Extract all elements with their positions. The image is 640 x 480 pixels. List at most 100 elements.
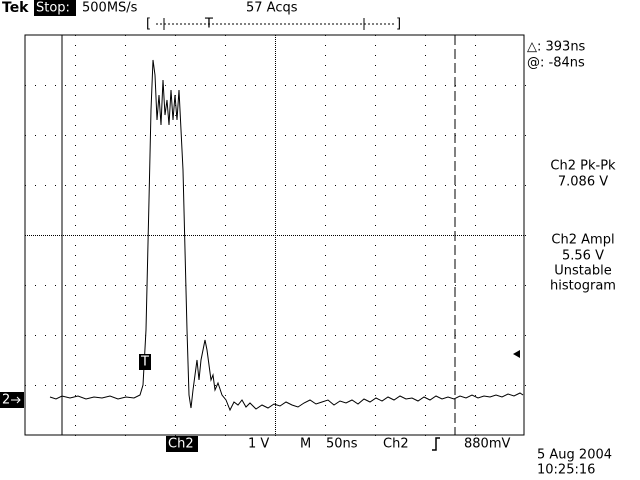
- graticule-dot: [455, 285, 456, 286]
- graticule-dot: [375, 95, 376, 96]
- graticule-dot: [275, 243, 276, 244]
- graticule-dot: [243, 235, 244, 236]
- graticule-dot: [235, 235, 236, 236]
- graticule-dot: [75, 205, 76, 206]
- graticule-dot: [285, 335, 286, 336]
- graticule-dot: [475, 275, 476, 276]
- graticule-dot: [375, 405, 376, 406]
- graticule-dot: [475, 225, 476, 226]
- graticule-dot: [375, 365, 376, 366]
- graticule-dot: [275, 221, 276, 222]
- graticule-dot: [155, 385, 156, 386]
- graticule-dot: [145, 285, 146, 286]
- graticule-dot: [395, 385, 396, 386]
- graticule-dot: [223, 235, 224, 236]
- graticule-dot: [515, 85, 516, 86]
- graticule-dot: [275, 45, 276, 46]
- graticule-dot: [45, 335, 46, 336]
- graticule-dot: [115, 335, 116, 336]
- graticule-dot: [225, 245, 226, 246]
- graticule-dot: [275, 169, 276, 170]
- graticule-dot: [235, 385, 236, 386]
- graticule-dot: [197, 235, 198, 236]
- graticule-dot: [177, 235, 178, 236]
- graticule-dot: [75, 315, 76, 316]
- graticule-dot: [275, 329, 276, 330]
- graticule-dot: [215, 85, 216, 86]
- graticule-dot: [425, 235, 426, 236]
- graticule-dot: [525, 335, 526, 336]
- graticule-dot: [225, 225, 226, 226]
- graticule-dot: [485, 335, 486, 336]
- graticule-dot: [275, 425, 276, 426]
- graticule-dot: [135, 235, 136, 236]
- graticule-dot: [275, 131, 276, 132]
- graticule-dot: [125, 215, 126, 216]
- graticule-dot: [125, 385, 126, 386]
- graticule-dot: [149, 235, 150, 236]
- graticule-dot: [275, 143, 276, 144]
- graticule-dot: [247, 235, 248, 236]
- graticule-dot: [359, 235, 360, 236]
- graticule-dot: [275, 115, 276, 116]
- graticule-dot: [219, 235, 220, 236]
- graticule-dot: [93, 235, 94, 236]
- graticule-dot: [123, 235, 124, 236]
- graticule-dot: [275, 85, 276, 86]
- graticule-dot: [79, 235, 80, 236]
- graticule-dot: [275, 67, 276, 68]
- graticule-dot: [275, 367, 276, 368]
- graticule-dot: [105, 235, 106, 236]
- graticule-dot: [205, 185, 206, 186]
- graticule-dot: [313, 235, 314, 236]
- graticule-dot: [405, 385, 406, 386]
- graticule-dot: [85, 135, 86, 136]
- graticule-dot: [275, 281, 276, 282]
- graticule-dot: [275, 49, 276, 50]
- graticule-dot: [453, 235, 454, 236]
- graticule-dot: [275, 179, 276, 180]
- graticule-dot: [275, 241, 276, 242]
- graticule-dot: [139, 235, 140, 236]
- graticule-dot: [345, 235, 346, 236]
- graticule-dot: [275, 113, 276, 114]
- graticule-dot: [275, 423, 276, 424]
- graticule-dot: [275, 297, 276, 298]
- graticule-dot: [377, 235, 378, 236]
- graticule-dot: [131, 235, 132, 236]
- graticule-dot: [475, 65, 476, 66]
- graticule-dot: [175, 255, 176, 256]
- graticule-dot: [435, 285, 436, 286]
- graticule-dot: [35, 285, 36, 286]
- graticule-dot: [275, 121, 276, 122]
- graticule-dot: [69, 235, 70, 236]
- graticule-dot: [125, 225, 126, 226]
- graticule-dot: [85, 335, 86, 336]
- channel-box: [166, 436, 198, 452]
- ampl-label: Ch2 Ampl: [551, 233, 614, 248]
- graticule-dot: [345, 135, 346, 136]
- graticule-dot: [145, 185, 146, 186]
- graticule-dot: [53, 235, 54, 236]
- graticule-dot: [185, 185, 186, 186]
- graticule-dot: [175, 435, 176, 436]
- graticule-dot: [471, 235, 472, 236]
- brand: Tek: [2, 0, 29, 16]
- graticule-dot: [395, 135, 396, 136]
- graticule-dot: [375, 325, 376, 326]
- graticule-dot: [311, 235, 312, 236]
- graticule-dot: [225, 275, 226, 276]
- graticule-dot: [275, 347, 276, 348]
- graticule-dot: [425, 125, 426, 126]
- graticule-dot: [375, 265, 376, 266]
- graticule-dot: [325, 45, 326, 46]
- graticule-dot: [75, 285, 76, 286]
- graticule-dot: [275, 211, 276, 212]
- graticule-dot: [375, 175, 376, 176]
- graticule-dot: [195, 285, 196, 286]
- graticule-dot: [141, 235, 142, 236]
- graticule-dot: [225, 205, 226, 206]
- graticule-dot: [275, 365, 276, 366]
- graticule-dot: [425, 385, 426, 386]
- graticule-dot: [315, 135, 316, 136]
